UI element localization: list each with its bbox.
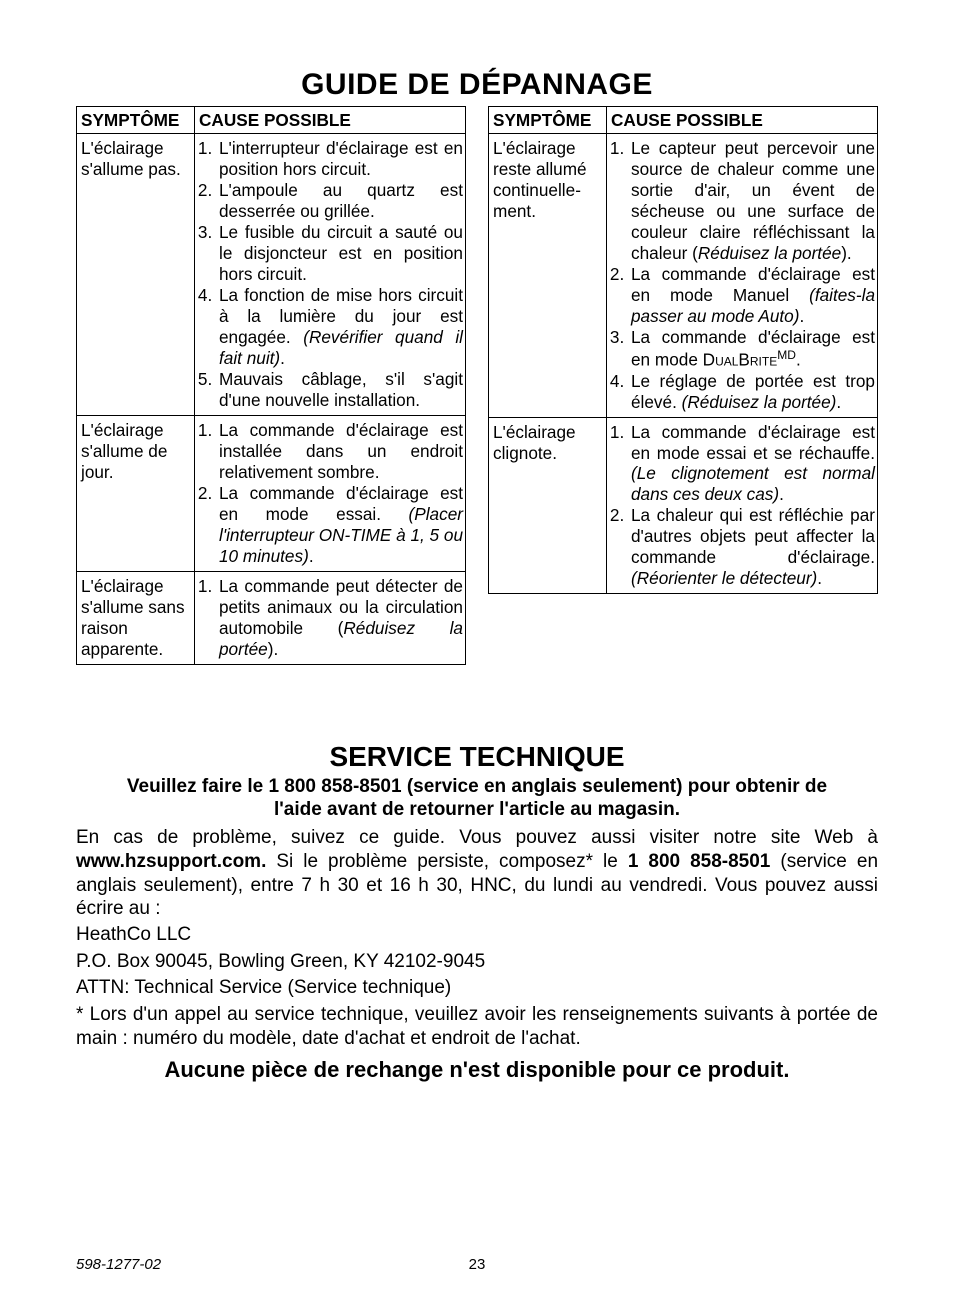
- header-cause: CAUSE POSSIBLE: [195, 107, 466, 134]
- address-line-2: P.O. Box 90045, Bowling Green, KY 42102-…: [76, 950, 878, 975]
- page-number: 23: [76, 1256, 878, 1273]
- table-row: L'éclairage s'allume de jour. La command…: [77, 415, 466, 571]
- address-line-1: HeathCo LLC: [76, 923, 878, 948]
- page-title: GUIDE DE DÉPANNAGE: [76, 68, 878, 102]
- bold-line-1: Veuillez faire le 1 800 858-8501 (servic…: [127, 776, 827, 797]
- cause-cell: La commande d'éclairage est installée da…: [195, 415, 466, 571]
- symptom-cell: L'éclairage reste allumé continuelle­men…: [489, 133, 607, 417]
- table-row: L'éclairage reste allumé continuelle­men…: [489, 133, 878, 417]
- para-mid: Si le problème persiste, composez* le: [266, 851, 627, 872]
- page-footer: 598-1277-02 23: [76, 1256, 878, 1273]
- service-bold-intro: Veuillez faire le 1 800 858-8501 (servic…: [76, 775, 878, 823]
- troubleshooting-tables: SYMPTÔME CAUSE POSSIBLE L'éclairage s'al…: [76, 106, 878, 665]
- symptom-cell: L'éclairage clignote.: [489, 417, 607, 594]
- table-header-row: SYMPTÔME CAUSE POSSIBLE: [77, 107, 466, 134]
- page: GUIDE DE DÉPANNAGE SYMPTÔME CAUSE POSSIB…: [0, 0, 954, 1307]
- phone-number: 1 800 858-8501: [628, 851, 771, 872]
- bold-line-2: l'aide avant de retourner l'article au m…: [274, 799, 680, 820]
- cause-cell: L'interrupteur d'éclairage est en positi…: [195, 133, 466, 415]
- symptom-cell: L'éclairage s'allume de jour.: [77, 415, 195, 571]
- table-header-row: SYMPTÔME CAUSE POSSIBLE: [489, 107, 878, 134]
- address-line-3: ATTN: Technical Service (Service techniq…: [76, 976, 878, 1001]
- cause-cell: Le capteur peut percevoir une source de …: [607, 133, 878, 417]
- table-row: L'éclairage clignote. La commande d'écla…: [489, 417, 878, 594]
- symptom-cell: L'éclairage s'allume pas.: [77, 133, 195, 415]
- table-row: L'éclairage s'allume sans raison apparen…: [77, 571, 466, 664]
- table-row: L'éclairage s'allume pas. L'interrupteur…: [77, 133, 466, 415]
- service-heading: SERVICE TECHNIQUE: [76, 741, 878, 773]
- service-paragraph: En cas de problème, suivez ce guide. Vou…: [76, 826, 878, 921]
- service-note: * Lors d'un appel au service technique, …: [76, 1003, 878, 1051]
- header-cause: CAUSE POSSIBLE: [607, 107, 878, 134]
- website: www.hzsupport.com.: [76, 851, 266, 872]
- table-left: SYMPTÔME CAUSE POSSIBLE L'éclairage s'al…: [76, 106, 466, 665]
- header-symptom: SYMPTÔME: [489, 107, 607, 134]
- cause-cell: La commande d'éclairage est en mode essa…: [607, 417, 878, 594]
- symptom-cell: L'éclairage s'allume sans raison apparen…: [77, 571, 195, 664]
- no-parts-notice: Aucune pièce de rechange n'est disponibl…: [76, 1057, 878, 1083]
- cause-cell: La commande peut détecter de petits anim…: [195, 571, 466, 664]
- header-symptom: SYMPTÔME: [77, 107, 195, 134]
- table-right: SYMPTÔME CAUSE POSSIBLE L'éclairage rest…: [488, 106, 878, 594]
- para-before-site: En cas de problème, suivez ce guide. Vou…: [76, 827, 878, 848]
